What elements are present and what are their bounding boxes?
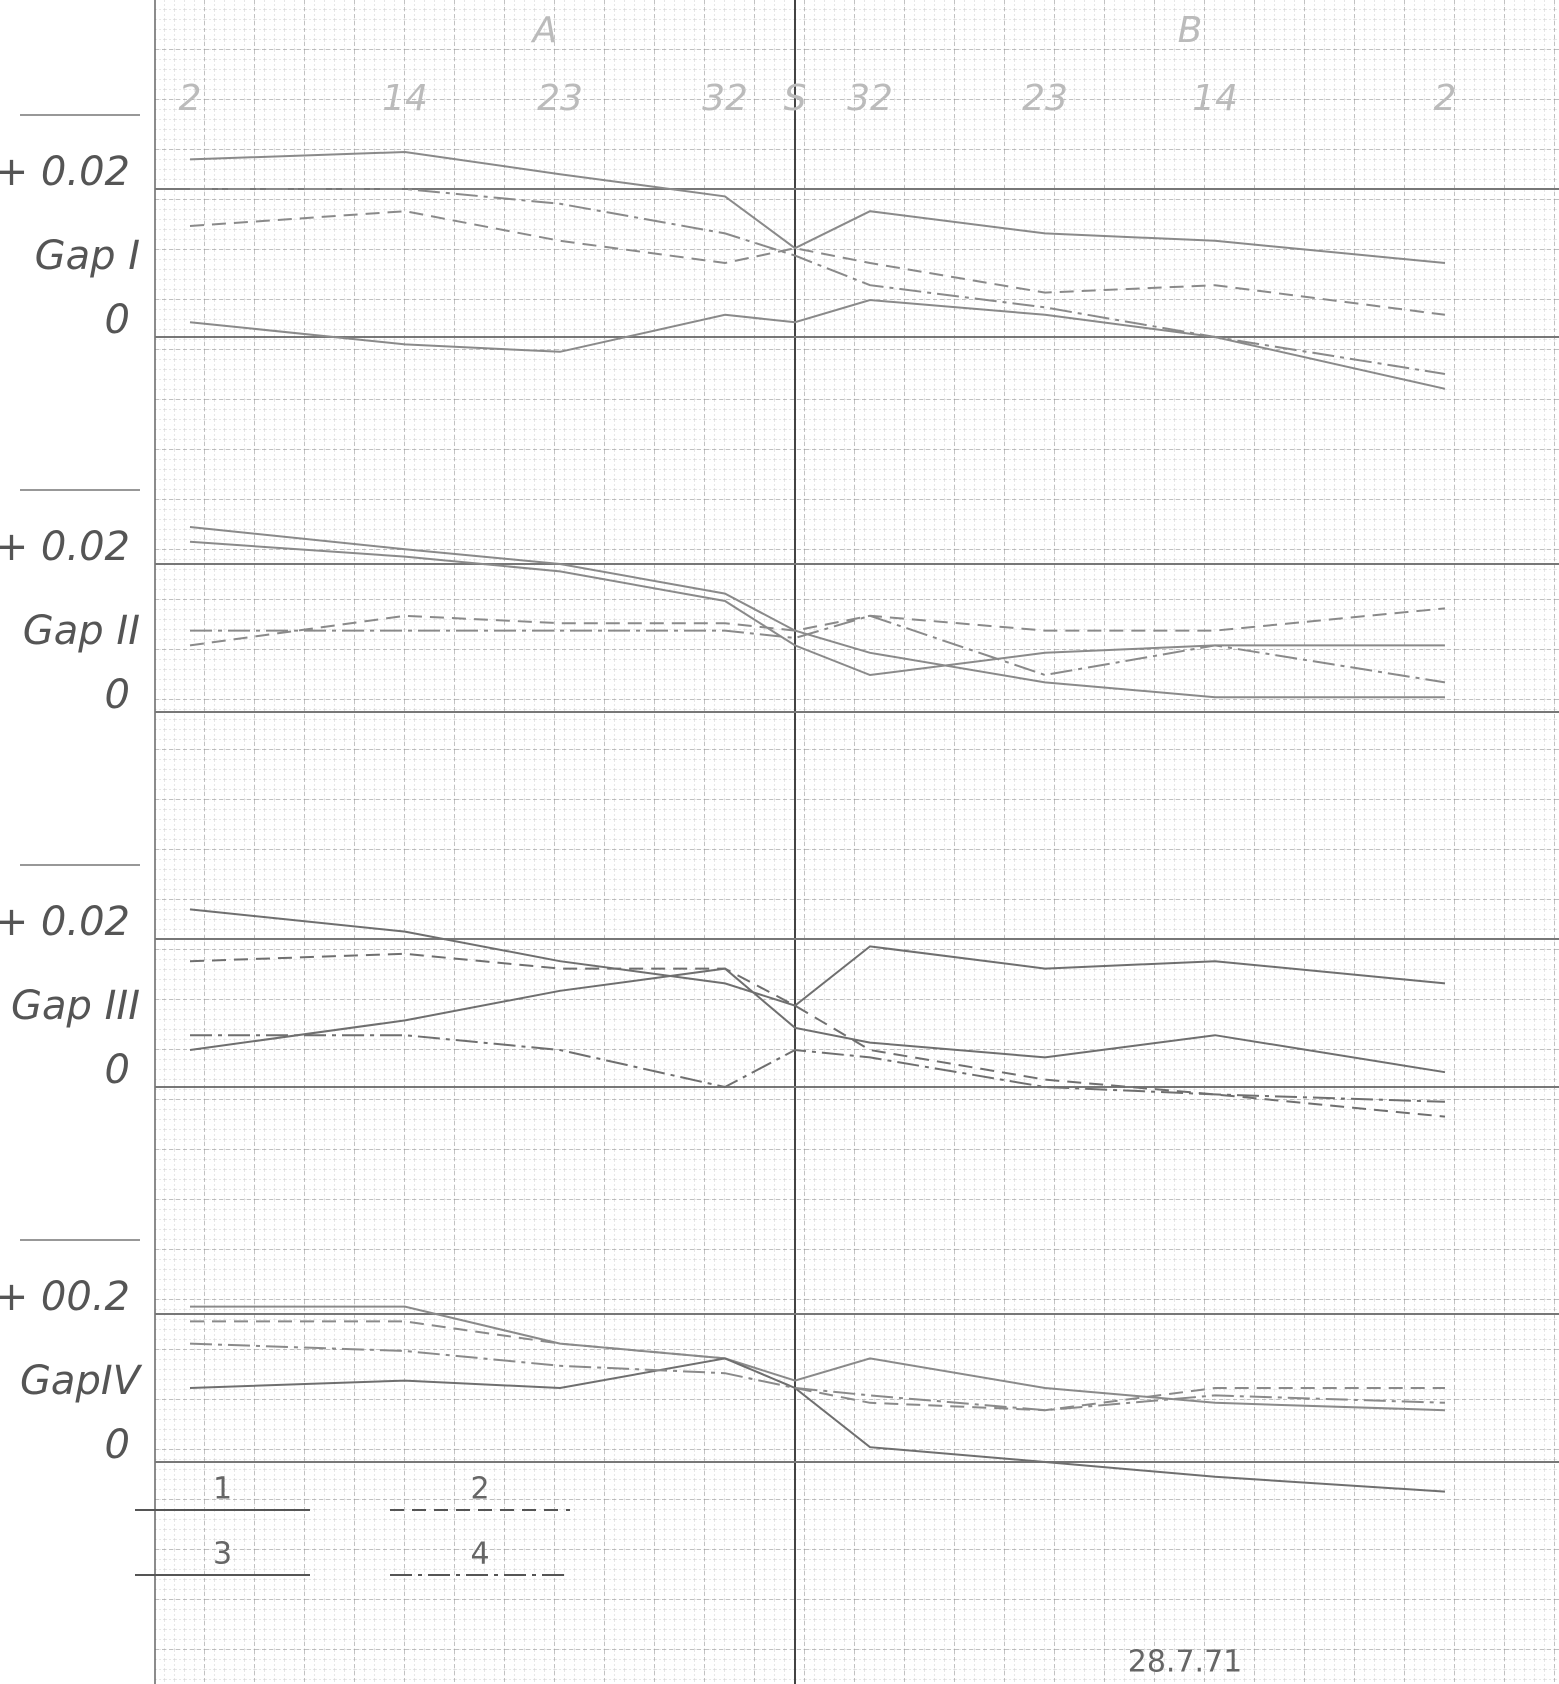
x-tick-label: 23 <box>537 78 583 119</box>
y-axis-label: GapIV <box>20 1358 143 1404</box>
x-tick-label: 14 <box>382 78 428 119</box>
y-tick-label: + 0.02 <box>0 149 130 195</box>
y-tick-label: + 0.02 <box>0 899 130 945</box>
x-tick-label: 2 <box>179 78 202 119</box>
x-tick-label: 2 <box>1434 78 1457 119</box>
x-tick-label: S <box>784 78 807 119</box>
y-tick-label: 0 <box>105 1422 130 1468</box>
y-tick-label: 0 <box>105 297 130 343</box>
y-axis-label: Gap II <box>23 608 140 654</box>
y-axis-label: Gap I <box>35 233 140 279</box>
x-tick-label: 32 <box>847 78 893 119</box>
page: A B 28.7.71 2142332S3223142+ 0.020Gap I+… <box>0 0 1559 1684</box>
x-tick-label: 23 <box>1022 78 1068 119</box>
legend-label: 1 <box>213 1472 232 1507</box>
legend-label: 4 <box>470 1537 489 1572</box>
header: B <box>1178 10 1203 51</box>
chart: A B 28.7.71 2142332S3223142+ 0.020Gap I+… <box>0 0 1559 1684</box>
header: A <box>531 10 558 51</box>
date: 28.7.71 <box>1128 1645 1243 1680</box>
y-tick-label: + 0.02 <box>0 524 130 570</box>
legend-label: 2 <box>470 1472 489 1507</box>
x-tick-label: 32 <box>702 78 748 119</box>
x-tick-label: 14 <box>1192 78 1238 119</box>
legend-label: 3 <box>213 1537 232 1572</box>
y-axis-label: Gap III <box>11 983 140 1029</box>
graph-paper <box>155 0 1559 1684</box>
y-tick-label: 0 <box>105 672 130 718</box>
y-tick-label: 0 <box>105 1047 130 1093</box>
y-tick-label: + 00.2 <box>0 1274 130 1320</box>
